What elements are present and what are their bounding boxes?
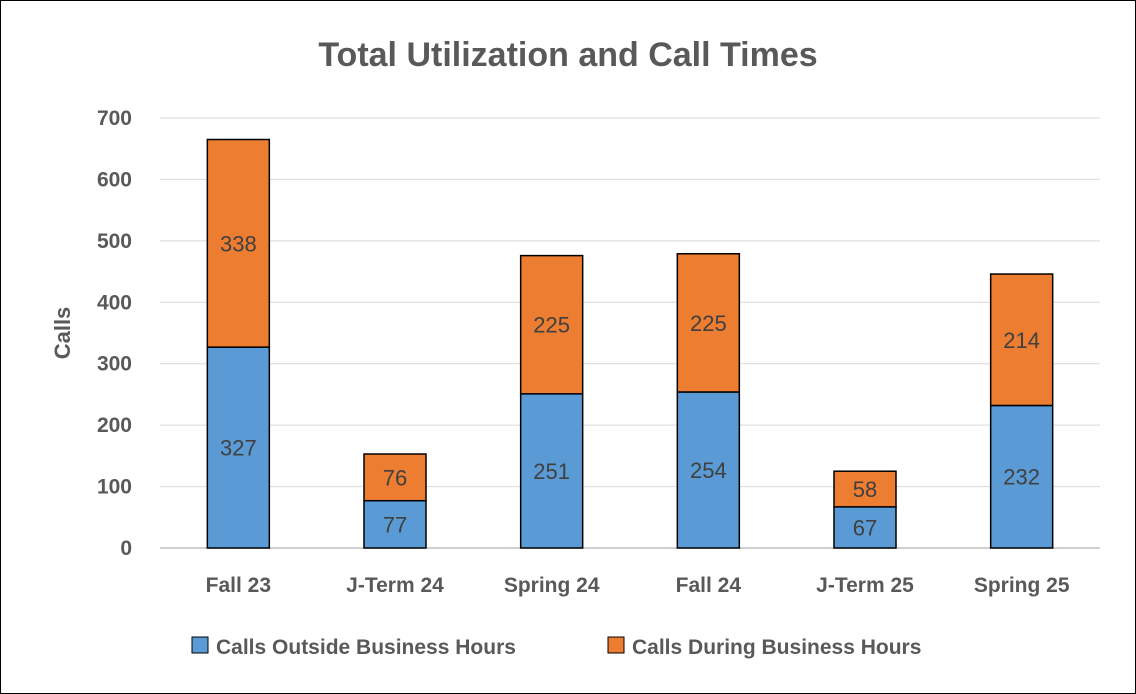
bar-segment-outside-hours — [363, 499, 427, 549]
legend-label: Calls During Business Hours — [632, 636, 921, 659]
x-tick-label: J-Term 24 — [346, 574, 444, 597]
bar-segment-outside-hours — [989, 404, 1054, 549]
data-label: 77 — [383, 512, 407, 537]
bar-segment-during-hours — [363, 453, 427, 502]
data-label: 338 — [220, 231, 257, 256]
legend: Calls Outside Business Hours Calls During… — [191, 636, 921, 659]
bar-segment-during-hours — [206, 138, 271, 348]
bar-segment-outside-hours — [206, 346, 271, 549]
y-tick-label: 300 — [97, 353, 132, 376]
gridlines — [160, 117, 1100, 549]
data-label: 254 — [690, 458, 727, 483]
x-tick-label: J-Term 25 — [816, 574, 914, 597]
data-label: 214 — [1003, 328, 1040, 353]
y-tick-label: 500 — [97, 230, 132, 253]
legend-swatch — [607, 636, 625, 654]
x-tick-label: Fall 23 — [206, 574, 271, 597]
bars: 327 338 77 76 251 225 254 225 67 58 232 214 — [206, 138, 1054, 549]
bar-segment-outside-hours — [833, 506, 897, 549]
y-axis-label: Calls — [50, 307, 75, 360]
y-tick-label: 600 — [97, 168, 132, 191]
legend-label: Calls Outside Business Hours — [216, 636, 516, 659]
bar-segment-during-hours — [676, 253, 741, 393]
y-tick-label: 100 — [97, 476, 132, 499]
y-tick-label: 700 — [97, 107, 132, 130]
legend-swatch — [191, 636, 209, 654]
data-label: 232 — [1003, 465, 1040, 490]
bar-segment-during-hours — [989, 273, 1054, 407]
data-label: 58 — [853, 477, 877, 502]
x-axis-ticks: Fall 23 J-Term 24 Spring 24 Fall 24 J-Term 2… — [206, 574, 1070, 597]
chart-title: Total Utilization and Call Times — [318, 36, 817, 74]
x-tick-label: Spring 25 — [974, 574, 1070, 597]
y-axis-ticks: 0 100 200 300 400 500 600 700 — [97, 107, 132, 560]
bar-segment-during-hours — [833, 470, 897, 508]
data-label: 76 — [383, 465, 407, 490]
bar-segment-during-hours — [519, 254, 584, 395]
data-label: 327 — [220, 436, 257, 461]
data-label: 67 — [853, 515, 877, 540]
y-tick-label: 400 — [97, 291, 132, 314]
data-label: 251 — [533, 459, 570, 484]
y-tick-label: 0 — [120, 537, 132, 560]
data-label: 225 — [533, 313, 570, 338]
x-tick-label: Spring 24 — [504, 574, 600, 597]
bar-segment-outside-hours — [519, 393, 584, 549]
y-tick-label: 200 — [97, 414, 132, 437]
x-tick-label: Fall 24 — [676, 574, 742, 597]
data-label: 225 — [690, 311, 727, 336]
